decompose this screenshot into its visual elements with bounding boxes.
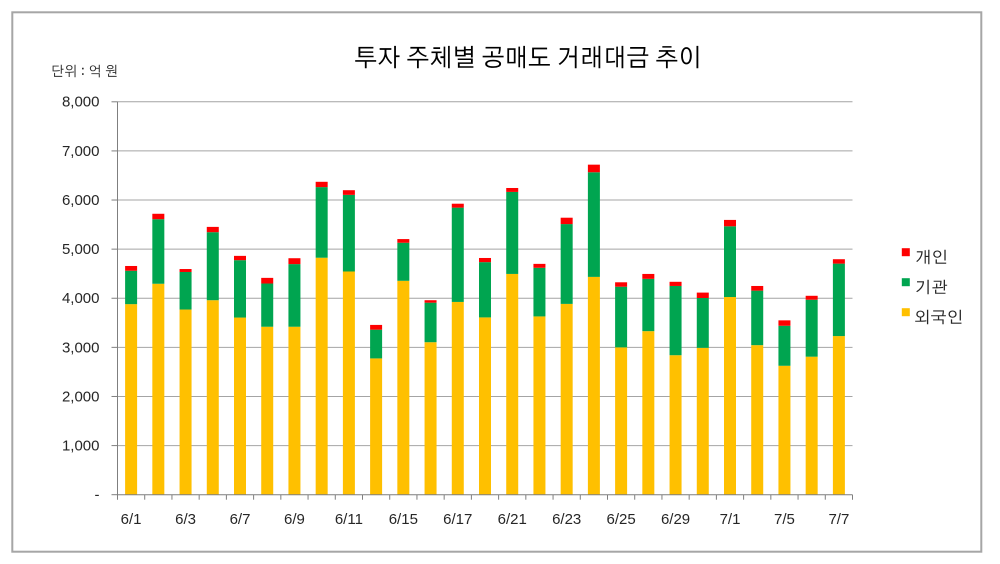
svg-text:1,000: 1,000 (62, 437, 100, 454)
svg-text:6/25: 6/25 (607, 511, 636, 528)
svg-text:6/3: 6/3 (175, 511, 196, 528)
svg-text:6/21: 6/21 (498, 511, 527, 528)
svg-text:7,000: 7,000 (62, 143, 100, 160)
svg-text:5,000: 5,000 (62, 241, 100, 258)
svg-text:6/17: 6/17 (443, 511, 472, 528)
svg-text:6/29: 6/29 (661, 511, 690, 528)
svg-text:6/7: 6/7 (230, 511, 251, 528)
svg-text:2,000: 2,000 (62, 388, 100, 405)
svg-text:4,000: 4,000 (62, 290, 100, 307)
svg-text:7/1: 7/1 (720, 511, 741, 528)
svg-text:6/11: 6/11 (335, 511, 363, 528)
svg-text:6/23: 6/23 (552, 511, 581, 528)
svg-text:-: - (95, 487, 100, 504)
svg-text:7/7: 7/7 (828, 511, 849, 528)
svg-text:8,000: 8,000 (62, 94, 100, 111)
svg-text:7/5: 7/5 (774, 511, 795, 528)
svg-text:6,000: 6,000 (62, 192, 100, 209)
svg-text:3,000: 3,000 (62, 339, 100, 356)
svg-text:6/9: 6/9 (284, 511, 305, 528)
svg-text:6/15: 6/15 (389, 511, 418, 528)
svg-text:6/1: 6/1 (121, 511, 142, 528)
